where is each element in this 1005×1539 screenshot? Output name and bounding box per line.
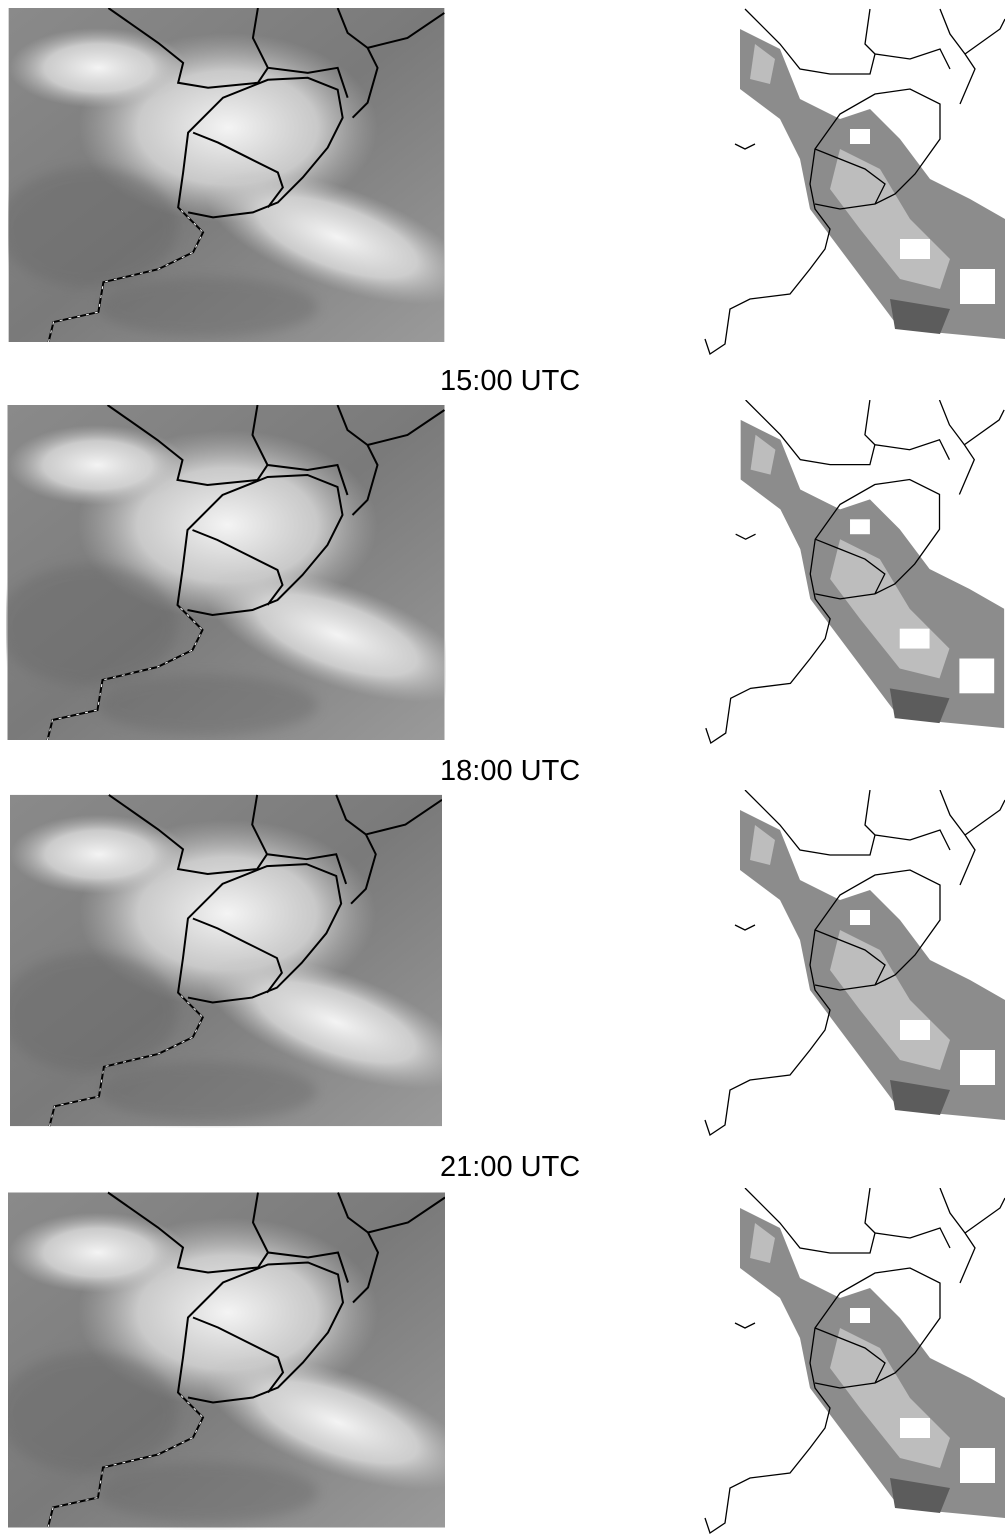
model-map [701,400,1004,748]
page: {"time_labels": ["15:00 UTC", "18:00 UTC… [0,0,1005,1539]
satellite-image [0,1193,487,1528]
satellite-image [0,8,486,342]
model-map [700,9,1005,359]
model-map [700,1188,1005,1538]
model-map [700,790,1005,1140]
figure: 15:00 UTC 18:00 UTC 21:00 UTC [0,0,1005,1539]
time-label: 21:00 UTC [440,1151,580,1183]
time-label: 18:00 UTC [440,755,580,787]
satellite-image [0,795,483,1126]
time-label: 15:00 UTC [440,365,580,397]
satellite-image [0,405,486,740]
